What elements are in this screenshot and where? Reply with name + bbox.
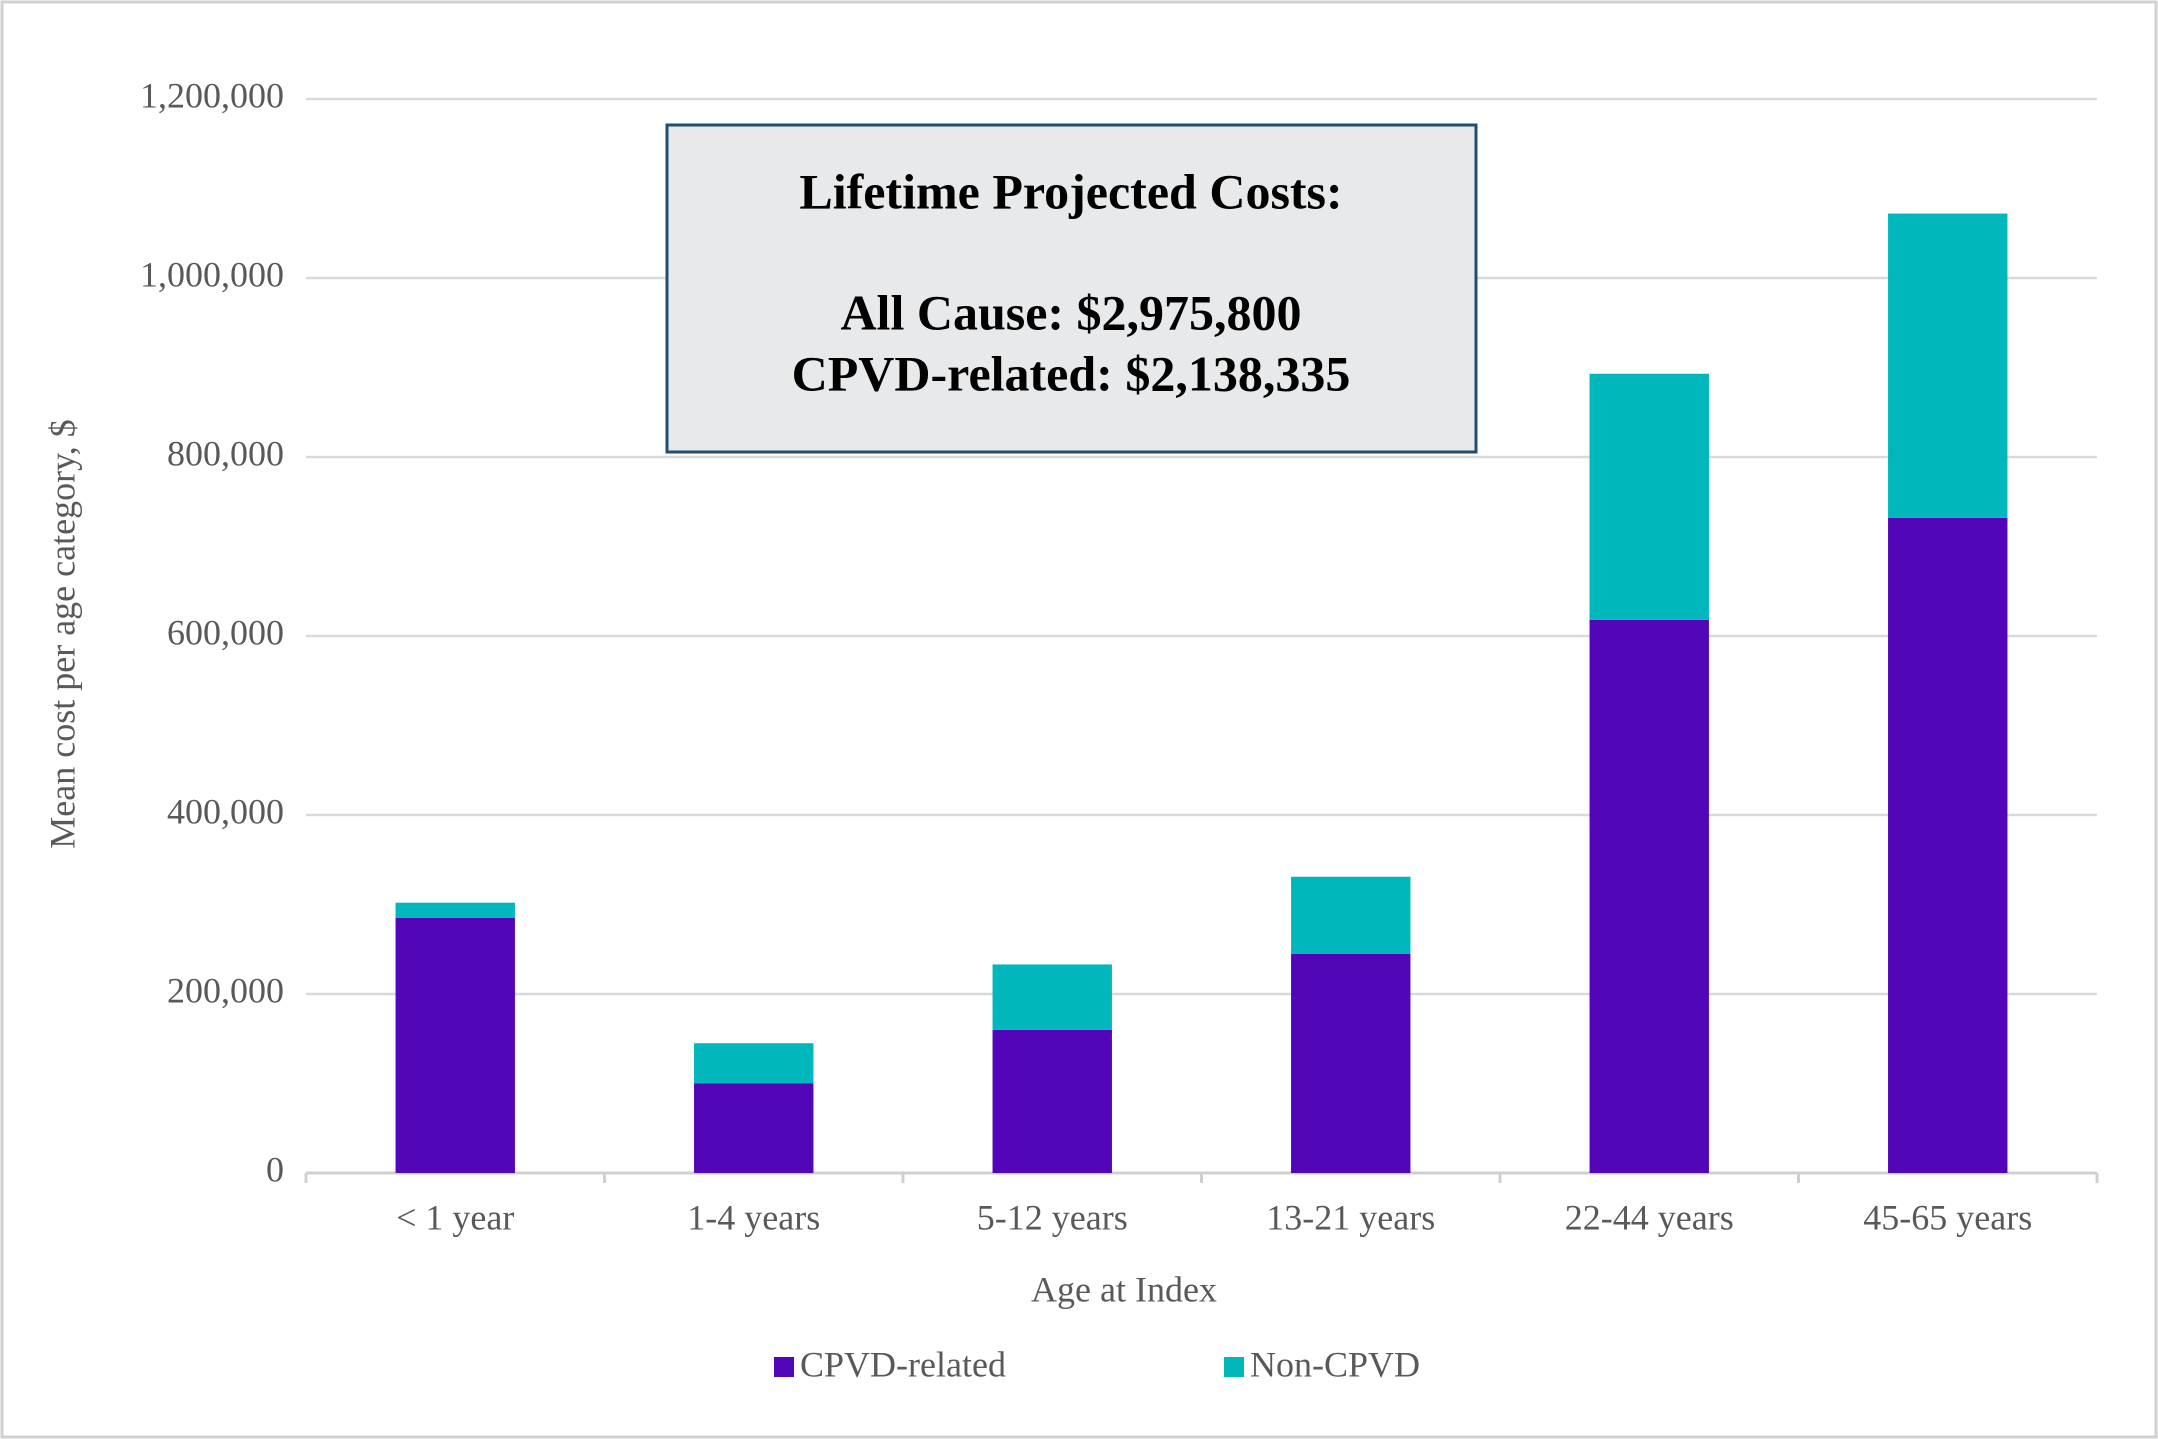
y-tick-label: 1,000,000	[140, 254, 284, 294]
annotation-text: Lifetime Projected Costs:	[799, 163, 1342, 219]
bar-segment	[694, 1083, 814, 1173]
annotation-box	[665, 123, 1478, 454]
bar-segment	[992, 964, 1112, 1030]
x-axis-label: Age at Index	[1031, 1269, 1217, 1309]
legend-swatch	[1224, 1357, 1244, 1377]
bar-segment	[1291, 953, 1411, 1173]
annotation-text: All Cause: $2,975,800	[840, 284, 1301, 340]
bar-segment	[992, 1029, 1112, 1173]
y-tick-label: 1,200,000	[140, 75, 284, 115]
legend-label: Non-CPVD	[1250, 1344, 1420, 1384]
x-tick-label: 45-65 years	[1863, 1197, 2032, 1237]
legend-label: CPVD-related	[800, 1344, 1006, 1384]
y-tick-label: 200,000	[167, 970, 284, 1010]
y-tick-label: 800,000	[167, 433, 284, 473]
bar-segment	[1589, 619, 1709, 1173]
x-tick-label: 5-12 years	[977, 1197, 1128, 1237]
y-tick-label: 400,000	[167, 791, 284, 831]
x-tick-label: < 1 year	[396, 1197, 514, 1237]
bar-segment	[694, 1043, 814, 1084]
y-tick-label: 600,000	[167, 612, 284, 652]
bar-segment	[1888, 213, 2008, 518]
x-tick-label: 22-44 years	[1565, 1197, 1734, 1237]
bar-segment	[395, 917, 515, 1173]
x-tick-label: 1-4 years	[687, 1197, 820, 1237]
bar-segment	[1589, 373, 1709, 620]
y-tick-label: 0	[266, 1149, 284, 1189]
x-tick-label: 13-21 years	[1266, 1197, 1435, 1237]
bar-segment	[1291, 876, 1411, 954]
legend-swatch	[774, 1357, 794, 1377]
y-axis-label: Mean cost per age category, $	[42, 419, 82, 848]
annotation-text: CPVD-related: $2,138,335	[792, 345, 1351, 401]
bar-segment	[395, 902, 515, 918]
bar-segment	[1888, 517, 2008, 1173]
